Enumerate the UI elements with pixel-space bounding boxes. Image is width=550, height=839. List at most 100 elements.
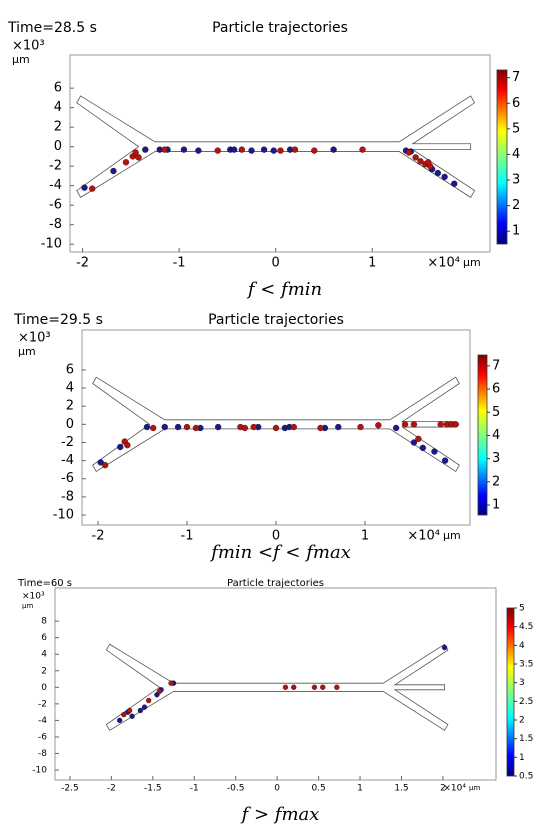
y-tick-label: 6 <box>41 633 47 643</box>
particle <box>392 424 400 432</box>
y-tick-label: -10 <box>32 766 47 776</box>
particle <box>146 697 152 704</box>
y-tick-label: 0 <box>66 417 74 432</box>
colorbar-tick-label: 2 <box>519 716 525 726</box>
particle <box>260 146 268 153</box>
y-tick-label: 2 <box>41 666 47 676</box>
channel <box>76 95 476 198</box>
particle <box>248 147 255 154</box>
particle <box>320 684 326 690</box>
particle <box>156 688 163 695</box>
x-tick-label: -2 <box>107 784 116 794</box>
colorbar-tick-label: 2.5 <box>519 697 533 707</box>
x-tick-label: 1 <box>368 256 376 271</box>
x-multiplier: ×10⁴ <box>427 256 460 271</box>
particle <box>180 146 188 153</box>
particle <box>277 147 284 154</box>
particle <box>121 711 127 718</box>
x-tick-label: -2 <box>76 256 89 271</box>
channel <box>92 376 460 473</box>
colorbar-tick-label: 2 <box>512 198 520 213</box>
x-tick-label: 1.5 <box>394 784 408 794</box>
particle <box>401 421 409 428</box>
particle <box>311 147 318 154</box>
particle <box>230 146 238 153</box>
colorbar-tick-label: 6 <box>512 96 520 111</box>
y-tick-label: 8 <box>41 617 47 627</box>
particle <box>117 717 123 724</box>
particle <box>431 448 438 455</box>
plot-frame <box>54 587 497 781</box>
particle <box>110 167 117 175</box>
x-tick-label: -1 <box>181 529 194 544</box>
particle <box>135 154 142 161</box>
y-tick-label: 0 <box>41 683 47 693</box>
particle <box>129 713 135 719</box>
particle <box>357 423 364 431</box>
particle <box>124 442 131 449</box>
particle <box>141 704 148 710</box>
particle <box>441 644 448 651</box>
particle <box>291 684 297 690</box>
colorbar-tick-label: 1 <box>519 753 525 763</box>
particle <box>122 159 130 166</box>
x-unit: µm <box>443 529 461 542</box>
y-tick-label: -10 <box>41 237 62 252</box>
y-tick-label: -10 <box>53 508 74 523</box>
y-multiplier: ×10³ <box>18 331 51 346</box>
colorbar-tick-label: 3 <box>492 451 500 466</box>
x-tick-label: 2 <box>440 784 446 794</box>
y-tick-label: -2 <box>61 435 74 450</box>
caption: fmin <f < fmax <box>209 542 351 563</box>
particle <box>161 423 168 431</box>
caption: f > fmax <box>240 804 320 825</box>
particle <box>117 443 124 451</box>
colorbar <box>496 69 508 245</box>
particle <box>441 457 449 464</box>
particle <box>410 421 418 428</box>
y-tick-label: 0 <box>54 139 62 154</box>
particle <box>290 423 297 431</box>
particle <box>142 146 149 153</box>
colorbar-tick-label: 7 <box>512 70 520 85</box>
particle <box>434 169 442 177</box>
particle <box>317 424 324 432</box>
particle <box>330 146 337 153</box>
particle <box>359 146 366 153</box>
particle <box>101 461 109 469</box>
x-unit: µm <box>463 256 481 269</box>
x-tick-label: -2.5 <box>61 784 79 794</box>
particle <box>250 423 257 431</box>
colorbar-tick-label: 5 <box>492 405 500 420</box>
colorbar-tick-label: 4.5 <box>519 622 533 632</box>
channel <box>105 643 449 731</box>
particle <box>192 424 200 432</box>
colorbar-tick-label: 3.5 <box>519 660 533 670</box>
colorbar-tick-label: 4 <box>519 641 525 651</box>
time-label: Time=28.5 s <box>7 20 97 36</box>
x-tick-label: 0.5 <box>311 784 325 794</box>
y-tick-label: -8 <box>38 749 47 759</box>
colorbar-tick-label: 4 <box>512 147 520 162</box>
x-tick-label: 1 <box>357 784 363 794</box>
x-tick-label: -1.5 <box>144 784 162 794</box>
x-tick-label: -1 <box>190 784 199 794</box>
y-tick-label: 6 <box>66 362 74 377</box>
colorbar-tick-label: 1 <box>492 498 500 513</box>
y-tick-label: -2 <box>49 159 62 174</box>
y-unit: µm <box>12 53 30 66</box>
particle <box>311 684 318 690</box>
particle <box>441 173 448 181</box>
particle <box>195 147 202 154</box>
particle <box>150 424 157 432</box>
y-tick-label: -4 <box>49 178 62 193</box>
colorbar-tick-label: 5 <box>519 604 525 614</box>
y-tick-label: -8 <box>49 217 62 232</box>
particle <box>410 439 418 446</box>
y-unit: µm <box>22 602 33 610</box>
y-multiplier: ×10³ <box>12 39 45 54</box>
particle <box>272 424 280 432</box>
x-tick-label: 1 <box>361 529 369 544</box>
particle <box>270 147 277 154</box>
y-tick-label: -4 <box>38 716 47 726</box>
